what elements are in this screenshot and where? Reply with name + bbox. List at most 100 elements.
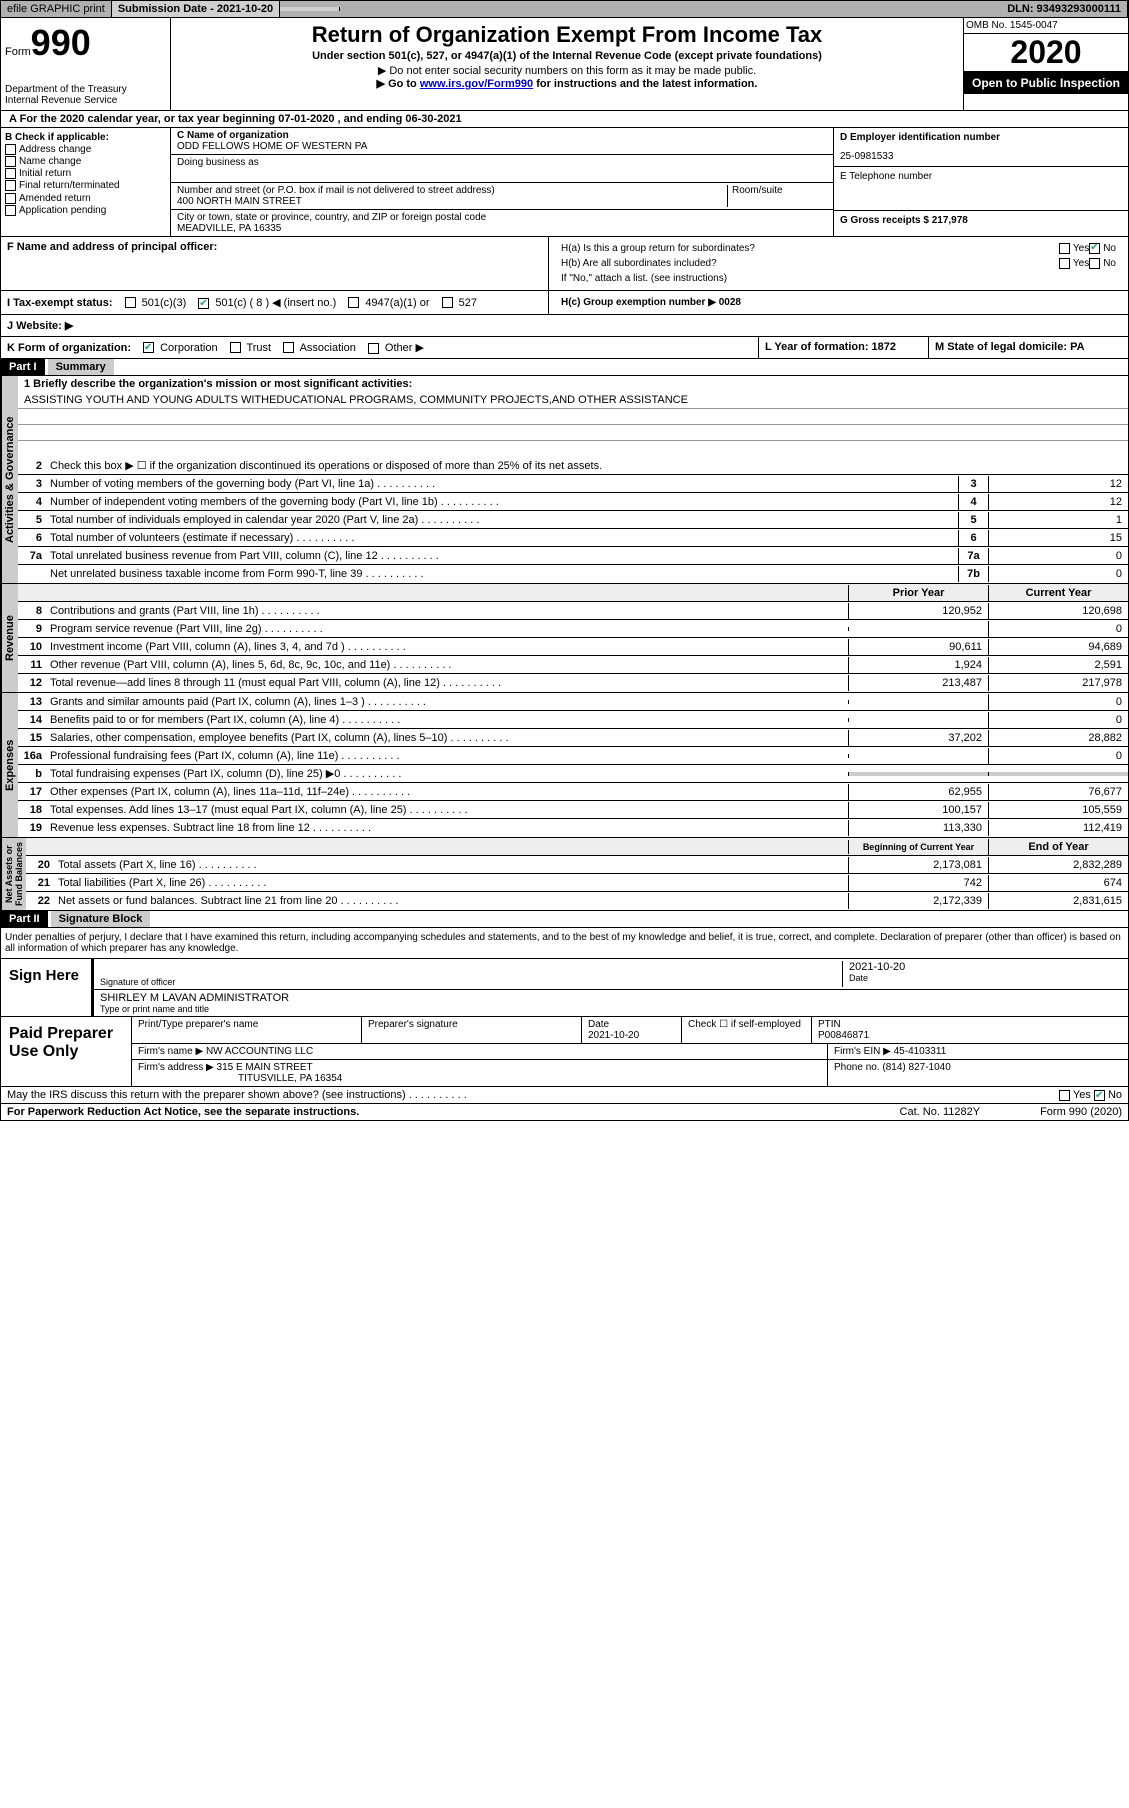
col-b-label: B Check if applicable: [5,132,166,143]
ein-value: 25-0981533 [840,151,1122,162]
name-label: Type or print name and title [100,1004,289,1014]
prep-h5: PTIN [818,1019,841,1030]
date-label: Date [849,973,1122,983]
sig-date: 2021-10-20 [849,961,1122,973]
vert-net: Net Assets orFund Balances [1,838,26,910]
org-address: 400 NORTH MAIN STREET [177,196,727,207]
submission-button[interactable]: Submission Date - 2021-10-20 [112,1,280,17]
blank-button[interactable] [280,7,340,11]
addr-label: Number and street (or P.O. box if mail i… [177,185,727,196]
checkbox-icon[interactable] [1059,1090,1070,1101]
prep-date: 2021-10-20 [588,1030,639,1041]
mission-blank [18,409,1128,425]
tax-year: 2020 [964,34,1128,72]
dba-label: Doing business as [177,157,827,168]
checkbox-icon[interactable] [5,144,16,155]
check-initial: Initial return [5,168,166,179]
goto-post: for instructions and the latest informat… [533,78,757,90]
mission-text: ASSISTING YOUTH AND YOUNG ADULTS WITHEDU… [18,392,1128,409]
checkbox-icon[interactable] [5,205,16,216]
ssn-warning: ▶ Do not enter social security numbers o… [175,64,959,77]
ptin-value: P00846871 [818,1030,869,1041]
checkbox-icon[interactable] [198,298,209,309]
checkbox-icon[interactable] [5,168,16,179]
d-label: D Employer identification number [840,132,1122,143]
part1-header: Part I Summary [0,359,1129,376]
org-city: MEADVILLE, PA 16335 [177,223,827,234]
part1-tag: Part I [1,359,45,375]
j-label: J Website: ▶ [1,315,79,336]
checkbox-icon[interactable] [1089,243,1100,254]
checkbox-icon[interactable] [230,342,241,353]
checkbox-icon[interactable] [143,342,154,353]
row-f-h: F Name and address of principal officer:… [0,237,1129,291]
hc-label: H(c) Group exemption number ▶ 0028 [555,295,1122,310]
checkbox-icon[interactable] [5,193,16,204]
part1-title: Summary [48,359,114,375]
firm-ein: 45-4103311 [894,1046,947,1057]
omb-number: OMB No. 1545-0047 [964,18,1128,34]
pra-notice: For Paperwork Reduction Act Notice, see … [7,1106,359,1118]
efile-label: efile GRAPHIC print [1,1,112,17]
room-label: Room/suite [727,185,827,207]
row-i-hc: I Tax-exempt status: 501(c)(3) 501(c) ( … [0,291,1129,315]
check-name: Name change [5,156,166,167]
current-header: Current Year [988,585,1128,601]
row-j: J Website: ▶ [0,315,1129,337]
sig-officer-label: Signature of officer [100,977,842,987]
i-label: I Tax-exempt status: [7,297,113,309]
irs-discuss-text: May the IRS discuss this return with the… [7,1089,467,1101]
vert-expenses: Expenses [1,693,18,837]
checkbox-icon[interactable] [348,297,359,308]
prep-h2: Preparer's signature [362,1017,582,1043]
m-label: M State of legal domicile: PA [928,337,1128,358]
checkbox-icon[interactable] [5,180,16,191]
topbar: efile GRAPHIC print Submission Date - 20… [0,0,1129,18]
form-label: Form [5,46,31,58]
goto-pre: ▶ Go to [377,78,420,90]
k-label: K Form of organization: [7,342,131,354]
subtitle: Under section 501(c), 527, or 4947(a)(1)… [175,50,959,62]
f-label: F Name and address of principal officer: [7,241,217,253]
ein-label: Firm's EIN ▶ [834,1046,891,1057]
phone-label: Phone no. [834,1062,880,1073]
checkbox-icon[interactable] [125,297,136,308]
mission-blank [18,425,1128,441]
preparer-label: Paid Preparer Use Only [1,1017,131,1086]
preparer-block: Paid Preparer Use Only Print/Type prepar… [0,1017,1129,1087]
hb-label: H(b) Are all subordinates included? [561,258,1059,269]
part2-header: Part II Signature Block [0,911,1129,928]
prep-h3: Date [588,1019,609,1030]
sign-here-row: Sign Here Signature of officer 2021-10-20… [0,959,1129,1017]
sign-here-label: Sign Here [1,959,91,1016]
mission-q: 1 Briefly describe the organization's mi… [18,376,1128,392]
prep-h4: Check ☐ if self-employed [682,1017,812,1043]
hb-note: If "No," attach a list. (see instruction… [561,273,727,284]
net-assets-block: Net Assets orFund Balances Beginning of … [0,838,1129,911]
checkbox-icon[interactable] [283,342,294,353]
end-header: End of Year [988,839,1128,855]
perjury-text: Under penalties of perjury, I declare th… [0,928,1129,959]
org-name: ODD FELLOWS HOME OF WESTERN PA [177,141,827,152]
l-label: L Year of formation: 1872 [758,337,928,358]
checkbox-icon[interactable] [442,297,453,308]
firm-label: Firm's name ▶ [138,1046,203,1057]
check-pending: Application pending [5,205,166,216]
vert-activities: Activities & Governance [1,376,18,583]
addr-label: Firm's address ▶ [138,1062,214,1073]
form-number: 990 [31,22,91,63]
irs-link[interactable]: www.irs.gov/Form990 [420,78,533,90]
checkbox-icon[interactable] [1059,243,1070,254]
checkbox-icon[interactable] [5,156,16,167]
form-version: Form 990 (2020) [1040,1106,1122,1118]
checkbox-icon[interactable] [1094,1090,1105,1101]
expenses-block: Expenses 13Grants and similar amounts pa… [0,693,1129,838]
checkbox-icon[interactable] [368,343,379,354]
checkbox-icon[interactable] [1089,258,1100,269]
ha-label: H(a) Is this a group return for subordin… [561,243,1059,254]
checkbox-icon[interactable] [1059,258,1070,269]
c-label: C Name of organization [177,130,827,141]
dln-label: DLN: 93493293000111 [1001,1,1128,17]
begin-header: Beginning of Current Year [848,840,988,854]
check-address: Address change [5,144,166,155]
